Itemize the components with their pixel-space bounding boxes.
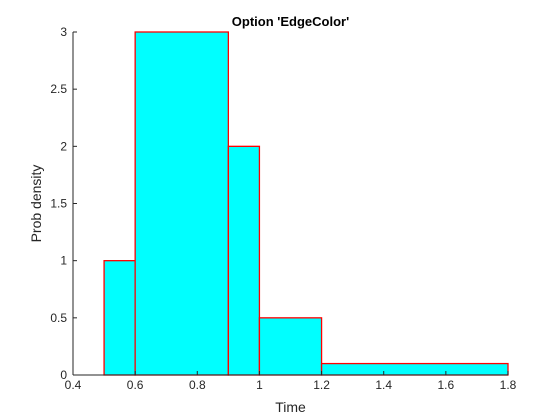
x-tick-label: 0.6 xyxy=(127,378,144,392)
x-tick-label: 1.8 xyxy=(500,378,517,392)
y-tick-label: 0.5 xyxy=(50,311,67,325)
chart-title: Option 'EdgeColor' xyxy=(232,14,349,29)
y-axis-label: Prob density xyxy=(28,165,44,243)
bars-group xyxy=(103,31,509,376)
x-tick-label: 0.8 xyxy=(189,378,206,392)
y-tick-label: 1 xyxy=(60,254,67,268)
histogram-bar xyxy=(103,260,136,376)
histogram-bar xyxy=(258,317,323,376)
x-tick-label: 1 xyxy=(256,378,263,392)
histogram-bar xyxy=(320,362,509,376)
x-tick-label: 1.6 xyxy=(438,378,455,392)
histogram-bar xyxy=(134,31,230,376)
x-tick-label: 0.4 xyxy=(65,378,82,392)
y-tick-label: 1.5 xyxy=(50,197,67,211)
axes-group: 0.4 0.6 0.8 1 1.2 1.4 1.6 1.8 0 0.5 1 1.5 2 2.5 3 xyxy=(50,25,516,392)
y-tick-label: 2.5 xyxy=(50,82,67,96)
x-axis-label: Time xyxy=(275,399,306,415)
y-tick-label: 2 xyxy=(60,139,67,153)
x-tick-label: 1.2 xyxy=(313,378,330,392)
x-ticks: 0.4 0.6 0.8 1 1.2 1.4 1.6 1.8 xyxy=(65,371,517,392)
histogram-bar xyxy=(227,145,261,376)
y-tick-label: 3 xyxy=(60,25,67,39)
y-tick-label: 0 xyxy=(60,368,67,382)
y-ticks: 0 0.5 1 1.5 2 2.5 3 xyxy=(50,25,77,382)
x-tick-label: 1.4 xyxy=(375,378,392,392)
